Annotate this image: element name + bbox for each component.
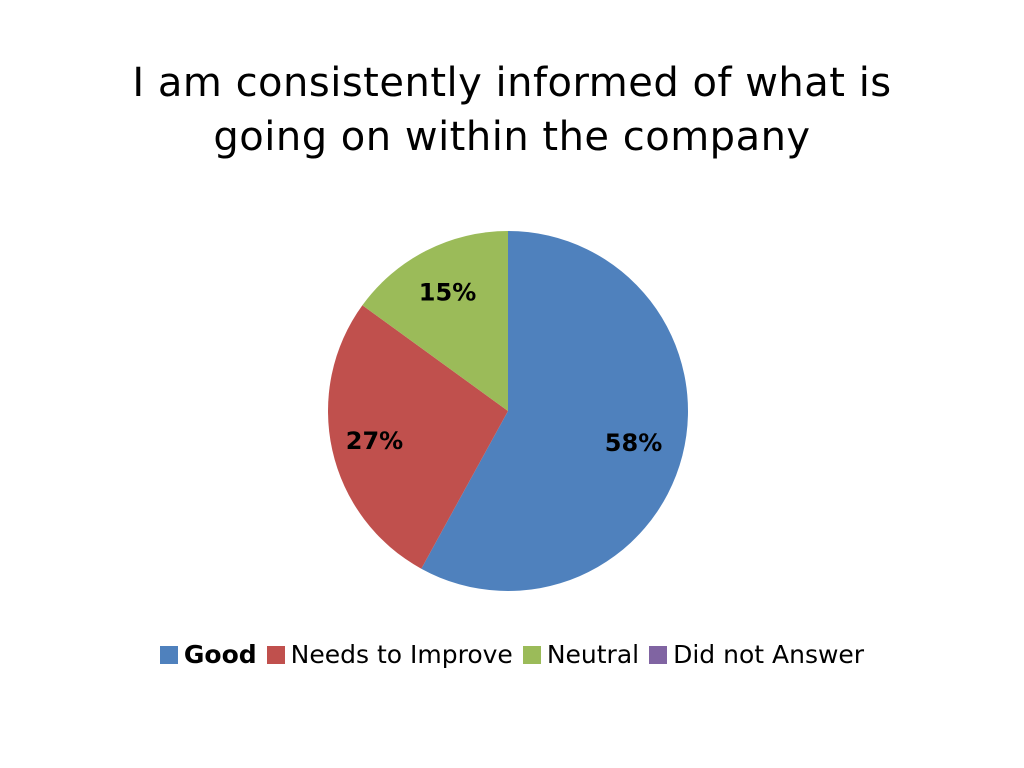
chart-title-line-2: going on within the company — [213, 114, 811, 160]
legend-swatch-needs-to-improve — [266, 645, 285, 664]
legend-label-did-not-answer: Did not Answer — [673, 640, 865, 669]
chart-legend: Good Needs to Improve Neutral Did not An… — [0, 640, 1024, 669]
legend-item-good: Good — [159, 640, 257, 669]
pie-slice-good — [421, 231, 688, 591]
legend-item-needs-to-improve: Needs to Improve — [266, 640, 513, 669]
legend-label-needs-to-improve: Needs to Improve — [290, 640, 513, 669]
legend-label-good: Good — [183, 640, 257, 669]
legend-label-neutral: Neutral — [546, 640, 640, 669]
pie-slice-needs-to-improve — [327, 305, 508, 569]
legend-item-neutral: Neutral — [522, 640, 640, 669]
data-label-good: 58% — [605, 429, 662, 457]
legend-swatch-neutral — [522, 645, 541, 664]
data-label-needs-to-improve: 27% — [346, 427, 403, 455]
legend-swatch-did-not-answer — [649, 645, 668, 664]
data-label-neutral: 15% — [419, 278, 476, 306]
chart-title: I am consistently informed of what is go… — [60, 56, 964, 164]
legend-swatch-good — [159, 645, 178, 664]
chart-title-line-1: I am consistently informed of what is — [132, 60, 892, 106]
legend-item-did-not-answer: Did not Answer — [649, 640, 864, 669]
pie-slice-neutral — [362, 231, 508, 411]
